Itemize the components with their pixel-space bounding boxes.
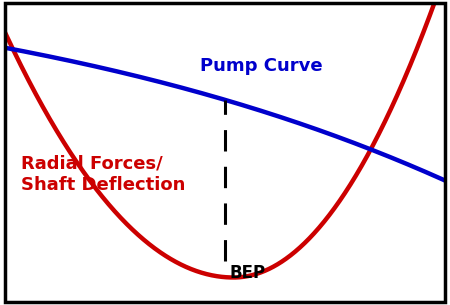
Text: Pump Curve: Pump Curve bbox=[199, 56, 322, 74]
Text: BEP: BEP bbox=[229, 264, 266, 282]
Text: Radial Forces/
Shaft Deflection: Radial Forces/ Shaft Deflection bbox=[22, 154, 186, 194]
